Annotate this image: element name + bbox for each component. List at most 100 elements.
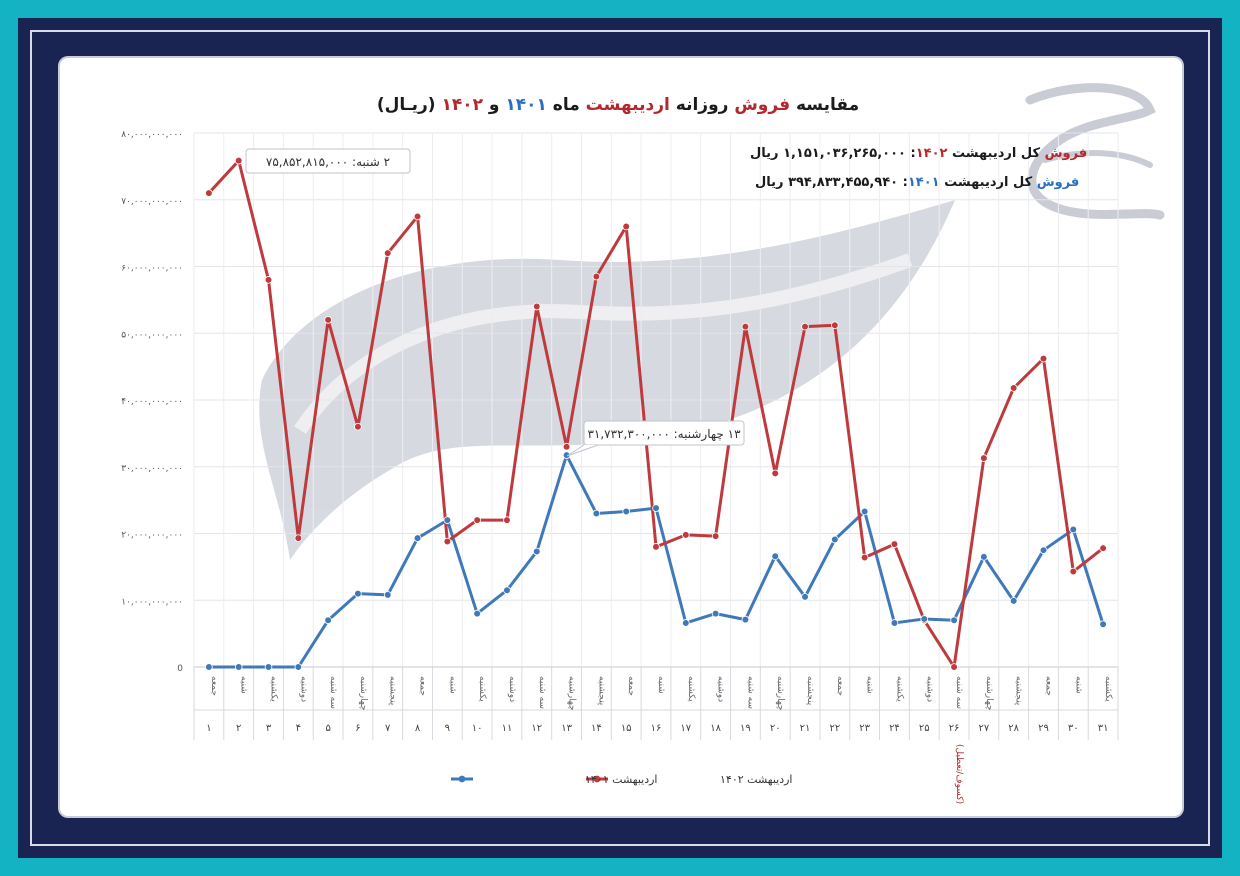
data-point [622,507,630,516]
sum1401-part: ۱۴۰۱ [908,175,940,190]
x-tick-daynumber: ۲۰ [770,723,781,734]
x-tick-daynumber: ۸ [415,723,421,734]
x-tick-daynumber: ۲۱ [800,723,811,734]
x-tick-note: (کسوف/تعطیل) [954,744,964,804]
x-tick-dayname: شنبه [865,676,875,694]
x-tick-daynumber: ۱۱ [502,723,513,734]
x-tick-daynumber: ۱۵ [621,723,632,734]
data-point [294,663,303,671]
data-point [890,619,899,627]
title-part: ۱۴۰۱ [505,95,547,115]
sum1402-part: ۱۴۰۲ [916,146,948,161]
x-tick-daynumber: ۹ [445,723,450,734]
data-point [562,442,571,451]
y-axis: 0 ۱۰,۰۰۰,۰۰۰,۰۰۰ ۲۰,۰۰۰,۰۰۰,۰۰۰ ۳۰,۰۰۰,۰۰۰,… [121,130,183,674]
callout-max-label: ۲ شنبه: ۷۵,۸۵۲,۸۱۵,۰۰۰ [266,155,390,169]
data-point [1039,354,1048,363]
x-tick-daynumber: ۱۲ [531,723,542,734]
data-point [682,531,690,539]
sum1401-part: فروش [1037,175,1080,190]
title-part: ماه [547,95,586,115]
x-tick-daynumber: ۲۸ [1008,723,1019,734]
data-point [831,321,839,330]
x-tick-dayname: چهارشنبه [775,676,785,711]
data-point [741,615,750,624]
data-point [980,454,988,462]
y-tick-label: 0 [177,664,183,674]
x-tick-daynumber: ۱۴ [591,723,602,734]
x-tick-daynumber: ۲۲ [829,723,840,734]
title-part: و [483,95,505,115]
data-point [711,609,720,618]
data-point [801,593,809,601]
sum1401-part: کل اردیبهشت [940,175,1037,190]
x-tick-dayname: جمعه [626,676,636,696]
legend: اردیبهشت ۱۴۰۲ اردیبهشت ۱۴۰۱ [451,773,792,786]
data-point [503,516,511,524]
callout-1401-label: ۱۳ چهارشنبه: ۳۱,۷۳۲,۳۰۰,۰۰۰ [587,427,741,442]
data-point [950,616,958,625]
data-point [383,591,392,599]
x-tick-daynumber: ۲۳ [859,723,870,734]
data-point [682,619,690,627]
x-tick-dayname: شنبه [1073,676,1083,694]
x-tick-dayname: پنجشنبه [388,676,398,706]
data-point [1039,546,1048,554]
data-point [324,316,332,324]
sum1402-part: : ۱,۱۵۱,۰۳۶,۲۶۵,۰۰۰ ریال [750,146,916,161]
x-tick-dayname: شنبه [656,676,666,694]
data-point [354,422,362,431]
x-tick-daynumber: ۲ [236,723,241,734]
data-point [1009,384,1018,392]
data-point [1069,567,1078,576]
x-tick-daynumber: ۲۷ [978,723,989,734]
callout-1401: ۱۳ چهارشنبه: ۳۱,۷۳۲,۳۰۰,۰۰۰ [566,420,745,457]
x-tick-daynumber: ۱۸ [710,723,721,734]
data-point [234,156,243,165]
data-point [413,534,422,542]
title-part: فروش [734,95,790,115]
title-part: ۱۴۰۲ [441,95,483,115]
x-tick-daynumber: ۱۰ [472,723,483,734]
data-point [652,504,660,512]
x-tick-daynumber: ۲۴ [889,723,900,734]
x-axis: جمعه ۱ شنبه ۲ یکشنبه ۳ دوشنبه ۴ سه شنبه ۵ چهارشنبه… [193,666,1119,804]
data-point [383,249,392,257]
legend-label: اردیبهشت ۱۴۰۱ [585,773,657,786]
x-tick-dayname: سه شنبه [745,676,755,709]
x-tick-dayname: چهارشنبه [358,676,368,711]
y-tick-label: ۴۰,۰۰۰,۰۰۰,۰۰۰ [121,397,183,407]
x-tick-dayname: دوشنبه [716,676,726,702]
data-point [831,535,839,544]
x-tick-daynumber: ۱ [206,723,211,734]
data-point [532,547,541,556]
sum1402-part: کل اردیبهشت [947,146,1044,161]
watermark [259,200,955,560]
callout-max: ۲ شنبه: ۷۵,۸۵۲,۸۱۵,۰۰۰ [245,148,411,174]
data-point [771,552,780,560]
data-point [860,507,869,516]
x-tick-dayname: سه شنبه [537,676,547,709]
x-tick-dayname: جمعه [1043,676,1053,696]
x-tick-daynumber: ۲۹ [1038,723,1049,734]
data-point [980,553,988,561]
data-point [205,189,213,197]
data-point [234,663,243,671]
gridlines [193,132,1119,668]
series-layer [205,156,1107,671]
x-tick-daynumber: ۴ [296,723,301,734]
data-point [264,276,273,284]
x-tick-dayname: پنجشنبه [805,676,815,706]
data-point [413,212,422,221]
x-tick-dayname: شنبه [239,676,249,694]
data-point [443,516,452,524]
x-tick-dayname: دوشنبه [298,676,308,702]
x-tick-dayname: دوشنبه [924,676,934,702]
x-tick-daynumber: ۷ [385,723,391,734]
legend-label: اردیبهشت ۱۴۰۲ [720,773,792,786]
x-tick-dayname: یکشنبه [477,676,487,702]
legend-marker [458,775,466,783]
x-tick-daynumber: ۱۹ [740,723,751,734]
x-tick-dayname: جمعه [418,676,428,696]
